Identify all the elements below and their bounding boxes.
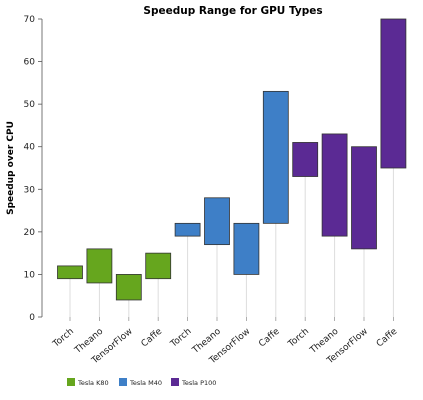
bar-tesla-p100-caffe [380, 18, 407, 169]
legend-label: Tesla M40 [129, 379, 162, 387]
x-tick-label: Caffe [140, 326, 165, 349]
x-tick-label: Caffe [375, 326, 400, 349]
bar-tesla-m40-torch [174, 222, 201, 237]
bar-tesla-m40-theano [204, 197, 230, 246]
x-tick-label: Torch [168, 327, 193, 350]
y-tick-label: 10 [24, 270, 36, 280]
x-tick-label: Caffe [257, 326, 282, 349]
bar-tesla-m40-tensorflow [233, 222, 260, 275]
guide-lines [69, 168, 394, 317]
bar-tesla-k80-torch [57, 265, 83, 280]
legend-label: Tesla P100 [181, 379, 216, 387]
y-tick-label: 50 [24, 100, 36, 110]
bar-tesla-p100-torch [292, 142, 319, 177]
legend-swatch [67, 378, 75, 386]
legend-swatch [171, 378, 179, 386]
y-axis: 0 10 20 30 40 50 60 70 [24, 15, 43, 323]
y-tick-label: 40 [24, 143, 36, 153]
legend: Tesla K80 Tesla M40 Tesla P100 [67, 378, 216, 387]
bar-tesla-m40-caffe [262, 90, 289, 224]
x-tick-label: Torch [51, 327, 76, 350]
bar-tesla-p100-tensorflow [351, 146, 377, 250]
x-tick-label: Torch [286, 327, 311, 350]
bars [57, 18, 407, 301]
y-tick-label: 30 [24, 185, 36, 195]
y-tick-label: 0 [29, 313, 35, 323]
y-tick-label: 60 [24, 58, 36, 68]
legend-swatch [119, 378, 127, 386]
legend-label: Tesla K80 [77, 379, 109, 387]
y-tick-label: 70 [24, 15, 36, 25]
y-tick-label: 20 [24, 228, 36, 238]
bar-tesla-k80-theano [86, 248, 113, 284]
y-axis-label: Speedup over CPU [6, 121, 16, 215]
bar-tesla-k80-tensorflow [115, 274, 142, 301]
chart-title: Speedup Range for GPU Types [143, 5, 322, 17]
bar-tesla-k80-caffe [145, 252, 172, 280]
bar-tesla-p100-theano [321, 133, 348, 237]
